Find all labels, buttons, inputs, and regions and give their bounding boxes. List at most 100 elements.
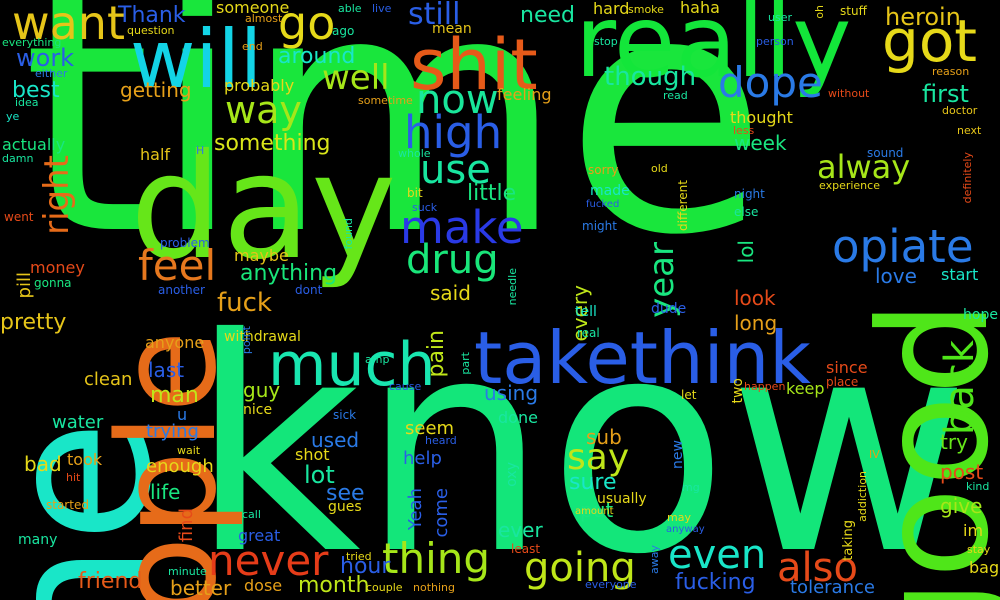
word-bag: bag	[969, 558, 1000, 577]
word-taking: taking	[841, 520, 856, 561]
word-need: need	[520, 3, 575, 28]
word-never: never	[208, 536, 329, 585]
word-next: next	[957, 124, 982, 137]
word-thought: thought	[730, 108, 793, 127]
word-mean: mean	[432, 21, 472, 37]
word-usually: usually	[597, 491, 647, 507]
word-say: say	[567, 437, 630, 478]
word-high: high	[404, 106, 503, 159]
word-minute: minute	[168, 565, 207, 578]
word-water: water	[52, 412, 104, 433]
word-definitely: definitely	[961, 152, 974, 204]
word-oh: oh	[813, 5, 826, 19]
word-really: really	[575, 0, 852, 100]
word-part: part	[459, 352, 472, 375]
word-way: way	[225, 88, 302, 132]
word-find: find	[176, 508, 197, 543]
word-someone: someone	[216, 0, 290, 17]
word-make: make	[400, 201, 524, 254]
word-sorry: sorry	[588, 163, 619, 177]
word-hit: hit	[66, 471, 81, 484]
word-right: right	[37, 155, 77, 235]
word-around: around	[278, 44, 356, 69]
word-let: let	[681, 388, 697, 402]
word-see: see	[326, 481, 365, 506]
word-stop: stop	[594, 35, 618, 48]
word-much: much	[268, 330, 436, 400]
word-mg: mg	[682, 481, 700, 494]
word-kind: kind	[966, 480, 990, 493]
word-wait: wait	[177, 444, 201, 457]
word-away: away	[648, 545, 661, 574]
word-go: go	[278, 0, 336, 50]
word-addiction: addiction	[856, 471, 869, 522]
word-made: made	[590, 183, 630, 199]
word-iv: IV	[869, 448, 880, 461]
word-read: read	[663, 89, 688, 102]
word-day: day	[130, 123, 397, 292]
word-two: two	[730, 378, 746, 404]
word-tried: tried	[346, 550, 372, 563]
word-smoke: smoke	[628, 3, 664, 16]
word-guy: guy	[243, 378, 281, 402]
word-suck: suck	[412, 201, 438, 214]
word-experience: experience	[819, 179, 880, 192]
word-thank: Thank	[118, 3, 186, 28]
word-damn: damn	[2, 152, 34, 165]
word-month: month	[298, 573, 370, 598]
word-call: call	[242, 508, 261, 521]
word-done: done	[498, 408, 538, 427]
word-nice: nice	[243, 402, 273, 418]
word-oxy: oxy	[504, 462, 520, 487]
word-going: going	[524, 545, 636, 591]
word-hard: hard	[593, 0, 630, 18]
word-able: able	[338, 2, 362, 15]
word-ye: ye	[6, 110, 20, 123]
word-actually: actually	[2, 135, 66, 154]
word-person: person	[756, 35, 794, 48]
word-keep: keep	[786, 379, 825, 398]
word-try: try	[940, 430, 968, 454]
word-heroin: heroin	[885, 3, 961, 31]
word-stuff: stuff	[840, 4, 867, 18]
word-still: still	[408, 0, 461, 32]
word-started: started	[46, 498, 89, 512]
word-point: point	[240, 326, 253, 355]
word-found: found	[342, 218, 355, 250]
word-best: best	[12, 78, 60, 103]
word-put: put	[580, 498, 614, 522]
word-withdrawal: withdrawal	[224, 329, 301, 345]
word-dude: dude	[651, 301, 687, 317]
word-love: love	[875, 264, 917, 288]
word-fucking: fucking	[675, 570, 756, 595]
word-half: half	[140, 145, 171, 164]
word-tell: tell	[575, 304, 597, 320]
word-yeah: Yeah	[405, 488, 426, 531]
word-probably: probably	[224, 76, 295, 95]
word-stay: stay	[967, 543, 991, 556]
word-everything: everything	[2, 36, 62, 49]
word-different: different	[676, 180, 690, 231]
word-live: live	[372, 2, 392, 15]
word-opiate: opiate	[832, 220, 974, 273]
word-enough: enough	[146, 456, 214, 477]
word-whole: whole	[398, 147, 431, 160]
word-better: better	[170, 576, 232, 600]
word-pretty: pretty	[0, 310, 67, 335]
word-cause: cause	[389, 380, 422, 393]
word-since: since	[826, 358, 868, 377]
word-amp: amp	[365, 353, 390, 366]
word-bad: bad	[24, 452, 62, 476]
word-took: took	[67, 450, 103, 469]
word-gues: gues	[328, 499, 362, 515]
word-question: question	[127, 24, 175, 37]
word-shot: shot	[295, 445, 330, 464]
word-man: man	[150, 383, 199, 408]
word-without: without	[828, 87, 870, 100]
word-im: im	[963, 521, 984, 540]
word-dope: dope	[718, 58, 823, 107]
word-come: come	[431, 488, 452, 538]
word-look: look	[734, 286, 776, 310]
word-new: new	[670, 440, 686, 469]
